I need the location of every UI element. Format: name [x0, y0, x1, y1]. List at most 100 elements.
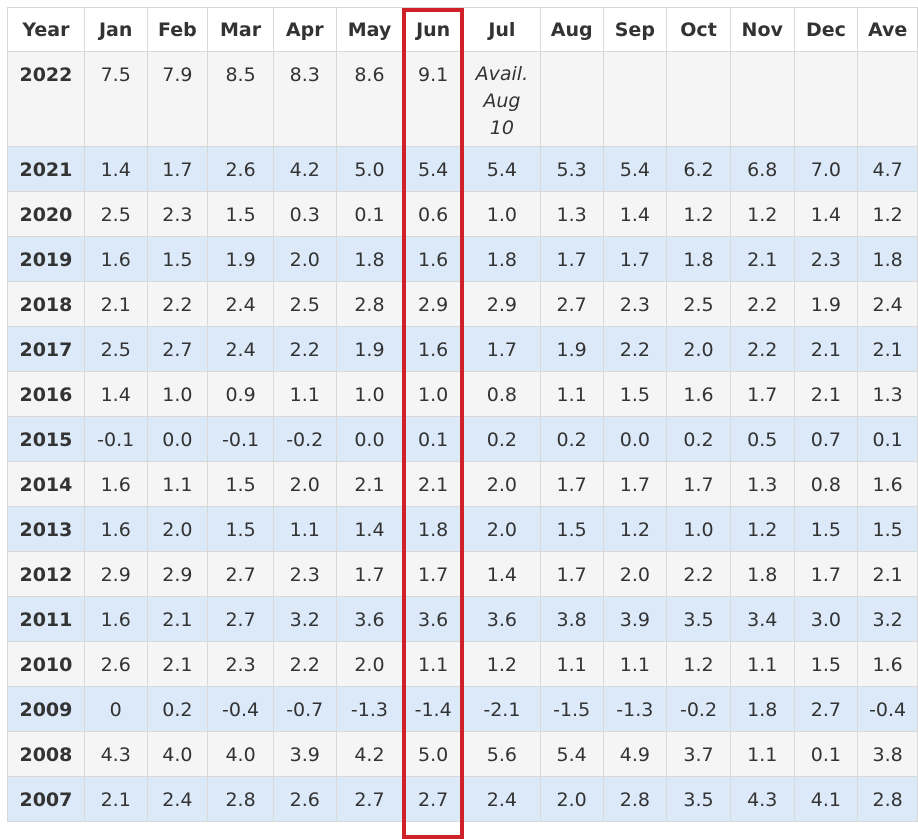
- year-cell: 2007: [7, 776, 85, 822]
- year-cell: 2012: [7, 551, 85, 597]
- value-cell-feb: 2.3: [146, 191, 209, 237]
- value-cell-mar: 1.5: [207, 506, 274, 552]
- table-row: 2011 1.6 2.1 2.7 3.2 3.6 3.6 3.6 3.8 3.9 3.5 3.4 3.0…: [7, 596, 918, 642]
- value-cell-oct: 3.7: [666, 731, 731, 777]
- value-cell-feb: 2.4: [146, 776, 209, 822]
- value-cell-sep: 1.5: [602, 371, 668, 417]
- value-cell-apr: 2.6: [272, 776, 337, 822]
- value-cell-ave: 1.6: [857, 641, 918, 687]
- value-cell-jul: 1.2: [462, 641, 541, 687]
- value-cell-oct: 6.2: [666, 146, 731, 192]
- value-cell-nov: 3.4: [729, 596, 795, 642]
- value-cell-oct: 1.8: [666, 236, 731, 282]
- value-cell-apr: 2.3: [272, 551, 337, 597]
- value-cell-jul: 5.4: [462, 146, 541, 192]
- value-cell-dec: 1.4: [793, 191, 859, 237]
- inflation-table-container: Year Jan Feb Mar Apr May Jun Jul Aug Sep Oct Nov Dec…: [7, 7, 918, 822]
- value-cell-may: 1.0: [335, 371, 404, 417]
- value-cell-dec: 0.1: [793, 731, 859, 777]
- value-cell-jan: 1.6: [83, 236, 148, 282]
- value-cell-aug: 1.9: [539, 326, 604, 372]
- value-cell-ave: 2.8: [857, 776, 918, 822]
- value-cell-jul: Avail. Aug 10: [462, 51, 541, 147]
- value-cell-jan: 1.4: [83, 146, 148, 192]
- value-cell-mar: 2.4: [207, 326, 274, 372]
- value-cell-aug: 5.4: [539, 731, 604, 777]
- value-cell-apr: 8.3: [272, 51, 337, 147]
- value-cell-aug: 0.2: [539, 416, 604, 462]
- value-cell-feb: 7.9: [146, 51, 209, 147]
- value-cell-apr: 4.2: [272, 146, 337, 192]
- value-cell-feb: 2.7: [146, 326, 209, 372]
- column-header-oct: Oct: [666, 7, 731, 52]
- value-cell-feb: 4.0: [146, 731, 209, 777]
- value-cell-nov: 1.1: [729, 731, 795, 777]
- column-header-mar: Mar: [207, 7, 274, 52]
- value-cell-jul: 5.6: [462, 731, 541, 777]
- value-cell-mar: 2.6: [207, 146, 274, 192]
- value-cell-ave: 1.3: [857, 371, 918, 417]
- value-cell-may: 0.0: [335, 416, 404, 462]
- value-cell-jun: -1.4: [402, 686, 464, 732]
- value-cell-nov: 2.2: [729, 281, 795, 327]
- column-header-nov: Nov: [729, 7, 795, 52]
- value-cell-oct: 1.2: [666, 191, 731, 237]
- value-cell-sep: 1.7: [602, 236, 668, 282]
- table-row: 2020 2.5 2.3 1.5 0.3 0.1 0.6 1.0 1.3 1.4 1.2 1.2 1.4…: [7, 191, 918, 237]
- value-cell-dec: 2.7: [793, 686, 859, 732]
- value-cell-dec: 3.0: [793, 596, 859, 642]
- value-cell-dec: [793, 51, 859, 147]
- value-cell-ave: 4.7: [857, 146, 918, 192]
- value-cell-jan: 1.6: [83, 596, 148, 642]
- table-row: 2021 1.4 1.7 2.6 4.2 5.0 5.4 5.4 5.3 5.4 6.2 6.8 7.0…: [7, 146, 918, 192]
- value-cell-may: 8.6: [335, 51, 404, 147]
- value-cell-jul: 0.2: [462, 416, 541, 462]
- value-cell-oct: -0.2: [666, 686, 731, 732]
- value-cell-nov: 1.1: [729, 641, 795, 687]
- value-cell-jul: 1.4: [462, 551, 541, 597]
- value-cell-oct: 1.7: [666, 461, 731, 507]
- value-cell-aug: 1.7: [539, 551, 604, 597]
- value-cell-jan: 1.6: [83, 461, 148, 507]
- value-cell-jan: 2.1: [83, 776, 148, 822]
- value-cell-ave: 1.6: [857, 461, 918, 507]
- value-cell-aug: 1.7: [539, 461, 604, 507]
- value-cell-apr: 2.2: [272, 326, 337, 372]
- table-row: 2008 4.3 4.0 4.0 3.9 4.2 5.0 5.6 5.4 4.9 3.7 1.1 0.1…: [7, 731, 918, 777]
- year-cell: 2022: [7, 51, 85, 147]
- value-cell-nov: 4.3: [729, 776, 795, 822]
- value-cell-jun: 1.6: [402, 326, 464, 372]
- value-cell-mar: 2.3: [207, 641, 274, 687]
- value-cell-mar: -0.1: [207, 416, 274, 462]
- value-cell-aug: 2.0: [539, 776, 604, 822]
- value-cell-nov: 6.8: [729, 146, 795, 192]
- value-cell-aug: 2.7: [539, 281, 604, 327]
- value-cell-oct: 2.2: [666, 551, 731, 597]
- value-cell-jan: 1.6: [83, 506, 148, 552]
- value-cell-sep: 1.2: [602, 506, 668, 552]
- value-cell-oct: 1.6: [666, 371, 731, 417]
- value-cell-nov: 2.2: [729, 326, 795, 372]
- value-cell-mar: 2.7: [207, 596, 274, 642]
- value-cell-sep: 1.1: [602, 641, 668, 687]
- year-cell: 2010: [7, 641, 85, 687]
- value-cell-dec: 0.8: [793, 461, 859, 507]
- value-cell-dec: 2.1: [793, 326, 859, 372]
- value-cell-aug: [539, 51, 604, 147]
- column-header-sep: Sep: [602, 7, 668, 52]
- value-cell-feb: 1.5: [146, 236, 209, 282]
- value-cell-may: 2.7: [335, 776, 404, 822]
- table-row: 2010 2.6 2.1 2.3 2.2 2.0 1.1 1.2 1.1 1.1 1.2 1.1 1.5…: [7, 641, 918, 687]
- value-cell-jul: 1.7: [462, 326, 541, 372]
- table-row: 2014 1.6 1.1 1.5 2.0 2.1 2.1 2.0 1.7 1.7 1.7 1.3 0.8…: [7, 461, 918, 507]
- value-cell-sep: 3.9: [602, 596, 668, 642]
- column-header-aug: Aug: [539, 7, 604, 52]
- value-cell-apr: 2.2: [272, 641, 337, 687]
- year-cell: 2019: [7, 236, 85, 282]
- value-cell-mar: 1.5: [207, 191, 274, 237]
- year-cell: 2016: [7, 371, 85, 417]
- value-cell-dec: 1.7: [793, 551, 859, 597]
- value-cell-mar: -0.4: [207, 686, 274, 732]
- value-cell-oct: [666, 51, 731, 147]
- value-cell-aug: 1.5: [539, 506, 604, 552]
